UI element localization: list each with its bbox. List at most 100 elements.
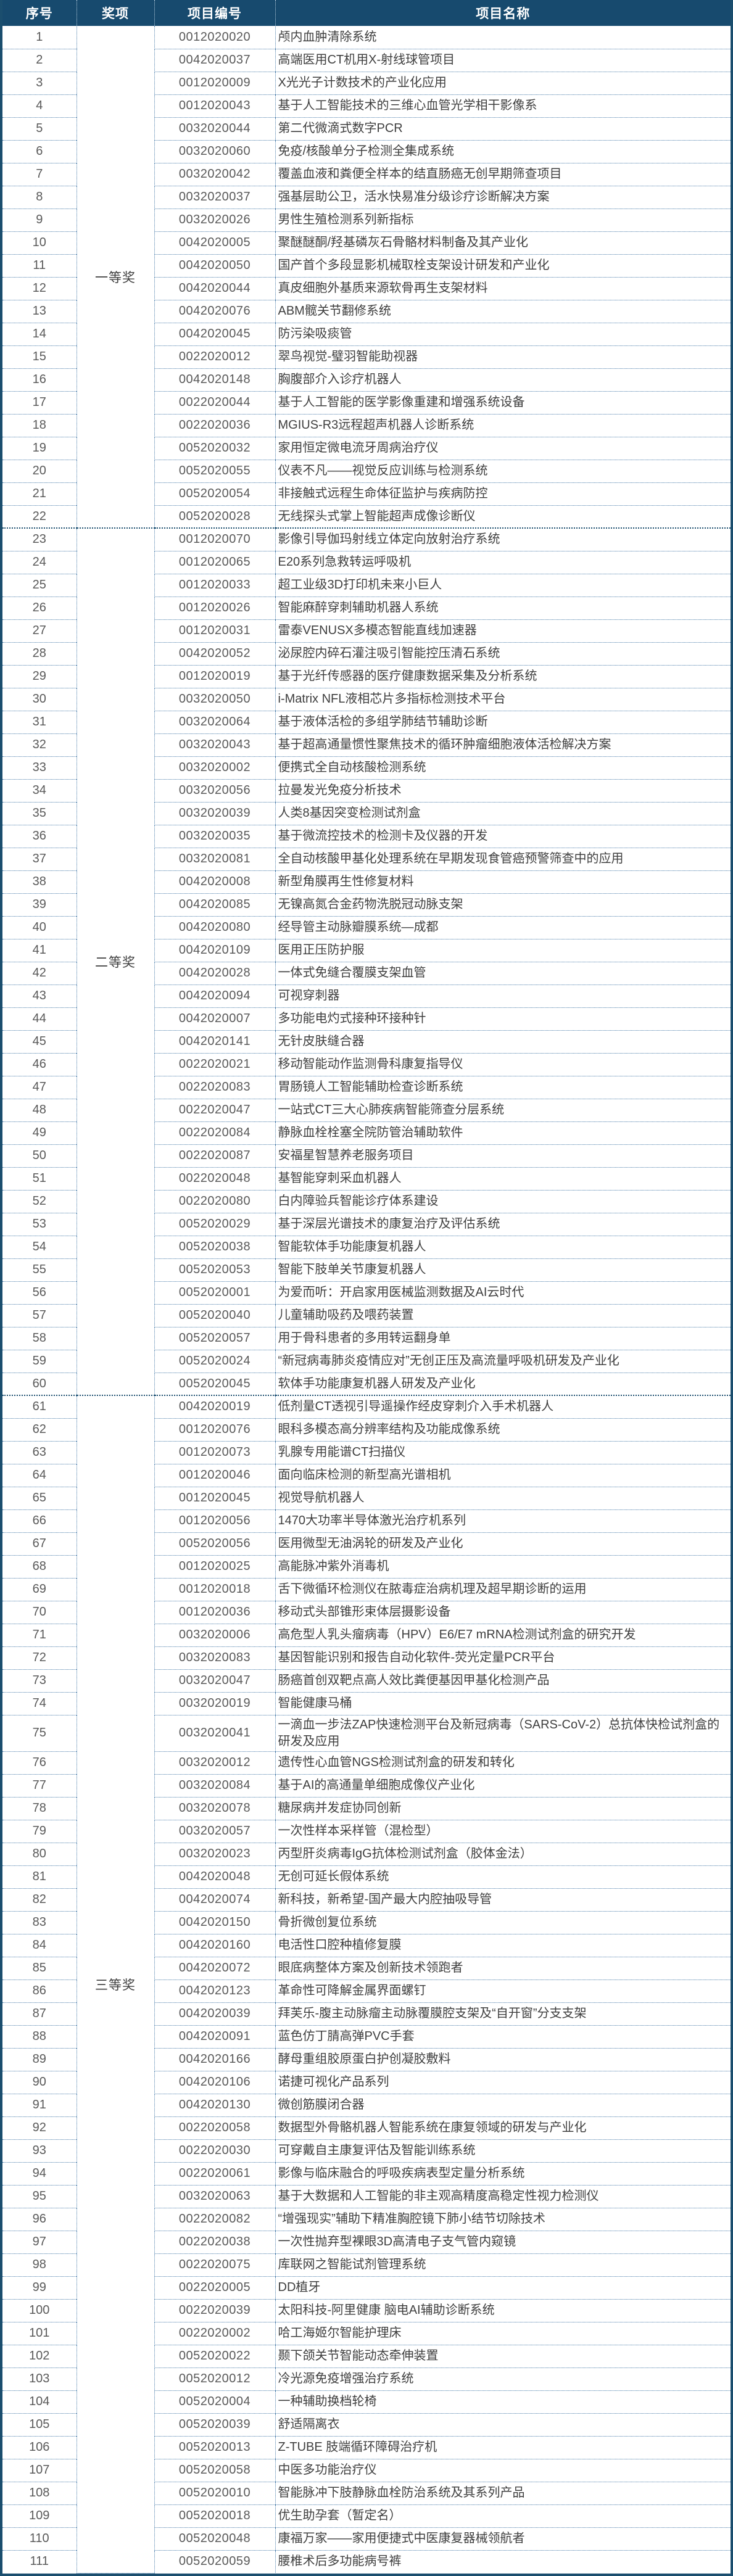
table-row: 84 0042020160 电活性口腔种植修复膜: [2, 1934, 731, 1957]
row-serial: 16: [2, 368, 77, 392]
row-serial: 22: [2, 505, 77, 529]
row-serial: 74: [2, 1692, 77, 1715]
project-code: 0032020081: [154, 848, 275, 871]
row-serial: 64: [2, 1464, 77, 1487]
project-name: i-Matrix NFL液相芯片多指标检测技术平台: [275, 688, 731, 711]
table-row: 59 0052020024 “新冠病毒肺炎疫情应对”无创正压及高流量呼吸机研发及产业…: [2, 1350, 731, 1373]
row-serial: 38: [2, 870, 77, 894]
table-row: 25 0012020033 超工业级3D打印机未来小巨人: [2, 574, 731, 597]
table-row: 15 0022020012 翠鸟视觉-璧羽智能助视器: [2, 345, 731, 369]
row-serial: 78: [2, 1797, 77, 1820]
project-name: 拉曼发光免疫分析技术: [275, 779, 731, 803]
project-code: 0032020044: [154, 117, 275, 141]
project-code: 0052020058: [154, 2459, 275, 2482]
table-row: 49 0022020084 静脉血栓栓塞全院防管治辅助软件: [2, 1121, 731, 1145]
project-code: 0022020036: [154, 414, 275, 437]
project-code: 0032020012: [154, 1751, 275, 1775]
table-row: 64 0012020046 面向临床检测的新型高光谱相机: [2, 1464, 731, 1487]
project-name: 基于人工智能技术的三维心血管光学相干影像系: [275, 94, 731, 118]
header-serial: 序号: [2, 0, 77, 26]
project-name: 聚醚醚酮/羟基磷灰石骨骼材料制备及其产业化: [275, 231, 731, 255]
row-serial: 108: [2, 2482, 77, 2505]
project-name: 多功能电灼式接种环接种针: [275, 1007, 731, 1031]
table-row: 12 0042020044 真皮细胞外基质来源软骨再生支架材料: [2, 277, 731, 300]
table-row: 33 0032020002 便携式全自动核酸检测系统: [2, 756, 731, 780]
project-name: X光光子计数技术的产业化应用: [275, 72, 731, 95]
row-serial: 28: [2, 642, 77, 666]
row-serial: 91: [2, 2094, 77, 2117]
row-serial: 35: [2, 802, 77, 825]
project-code: 0022020082: [154, 2208, 275, 2231]
table-row: 4 0012020043 基于人工智能技术的三维心血管光学相干影像系: [2, 94, 731, 118]
project-code: 0052020010: [154, 2482, 275, 2505]
table-row: 107 0052020058 中医多功能治疗仪: [2, 2459, 731, 2482]
table-row: 103 0052020012 冷光源免疫增强治疗系统: [2, 2368, 731, 2391]
project-code: 0042020166: [154, 2048, 275, 2071]
project-name: 覆盖血液和粪便全样本的结直肠癌无创早期筛查项目: [275, 163, 731, 186]
project-name: 数据型外骨骼机器人智能系统在康复领域的研发与产业化: [275, 2116, 731, 2140]
project-name: E20系列急救转运呼吸机: [275, 551, 731, 574]
row-serial: 30: [2, 688, 77, 711]
project-code: 0022020048: [154, 1167, 275, 1191]
table-row: 32 0032020043 基于超高通量惯性聚焦技术的循环肿瘤细胞液体活检解决方案: [2, 733, 731, 757]
project-code: 0032020035: [154, 825, 275, 848]
project-name: 智能软体手功能康复机器人: [275, 1236, 731, 1259]
table-row: 31 0032020064 基于液体活检的多组学肺结节辅助诊断: [2, 711, 731, 734]
project-code: 0052020038: [154, 1236, 275, 1259]
project-code: 0042020044: [154, 277, 275, 300]
project-name: 无线探头式掌上智能超声成像诊断仪: [275, 505, 731, 529]
project-name: “新冠病毒肺炎疫情应对”无创正压及高流量呼吸机研发及产业化: [275, 1350, 731, 1373]
project-code: 0032020056: [154, 779, 275, 803]
project-code: 0052020029: [154, 1213, 275, 1236]
table-row: 57 0052020040 儿童辅助吸药及喂药装置: [2, 1304, 731, 1327]
project-name: 无针皮肤缝合器: [275, 1030, 731, 1054]
award-label: 一等奖: [76, 26, 154, 529]
project-name: DD植牙: [275, 2276, 731, 2300]
project-code: 0032020043: [154, 733, 275, 757]
project-code: 0042020094: [154, 985, 275, 1008]
project-name: 一次性抛弃型裸眼3D高清电子支气管内窥镜: [275, 2231, 731, 2254]
row-serial: 51: [2, 1167, 77, 1191]
table-row: 109 0052020018 优生助孕套（暂定名）: [2, 2504, 731, 2528]
row-serial: 93: [2, 2139, 77, 2163]
table-row: 51 0022020048 基智能穿刺采血机器人: [2, 1167, 731, 1191]
table-row: 3 0012020009 X光光子计数技术的产业化应用: [2, 72, 731, 95]
project-code: 0032020084: [154, 1774, 275, 1798]
project-name: 太阳科技-阿里健康 脑电AI辅助诊断系统: [275, 2299, 731, 2322]
project-code: 0052020059: [154, 2550, 275, 2573]
row-serial: 7: [2, 163, 77, 186]
project-code: 0032020019: [154, 1692, 275, 1715]
row-serial: 13: [2, 300, 77, 323]
table-row: 23 二等奖 0012020070 影像引导伽玛射线立体定向放射治疗系统: [2, 527, 731, 1396]
project-code: 0012020031: [154, 619, 275, 643]
row-serial: 27: [2, 619, 77, 643]
table-row: 36 0032020035 基于微流控技术的检测卡及仪器的开发: [2, 825, 731, 848]
row-serial: 48: [2, 1099, 77, 1122]
project-code: 0042020072: [154, 1957, 275, 1980]
row-serial: 107: [2, 2459, 77, 2482]
project-name: 安福星智慧养老服务项目: [275, 1144, 731, 1168]
project-code: 0012020056: [154, 1509, 275, 1533]
project-name: 基智能穿刺采血机器人: [275, 1167, 731, 1191]
project-name: 智能健康马桶: [275, 1692, 731, 1715]
project-code: 0042020048: [154, 1865, 275, 1889]
project-code: 0012020076: [154, 1418, 275, 1442]
project-code: 0042020141: [154, 1030, 275, 1054]
project-name: 可穿戴自主康复评估及智能训练系统: [275, 2139, 731, 2163]
row-serial: 39: [2, 893, 77, 917]
project-code: 0052020055: [154, 460, 275, 483]
table-row: 89 0042020166 酵母重组胶原蛋白护创凝胶敷料: [2, 2048, 731, 2071]
row-serial: 97: [2, 2231, 77, 2254]
project-name: 第二代微滴式数字PCR: [275, 117, 731, 141]
table-row: 48 0022020047 一站式CT三大心肺疾病智能筛查分层系统: [2, 1099, 731, 1122]
row-serial: 59: [2, 1350, 77, 1373]
table-row: 44 0042020007 多功能电灼式接种环接种针: [2, 1007, 731, 1031]
project-name: 糖尿病并发症协同创新: [275, 1797, 731, 1820]
table-row: 80 0032020023 丙型肝炎病毒IgG抗体检测试剂盒（胶体金法）: [2, 1843, 731, 1866]
project-code: 0022020075: [154, 2253, 275, 2277]
project-name: 智能麻醉穿刺辅助机器人系统: [275, 597, 731, 620]
project-code: 0042020028: [154, 962, 275, 985]
project-code: 0032020023: [154, 1843, 275, 1866]
row-serial: 103: [2, 2368, 77, 2391]
